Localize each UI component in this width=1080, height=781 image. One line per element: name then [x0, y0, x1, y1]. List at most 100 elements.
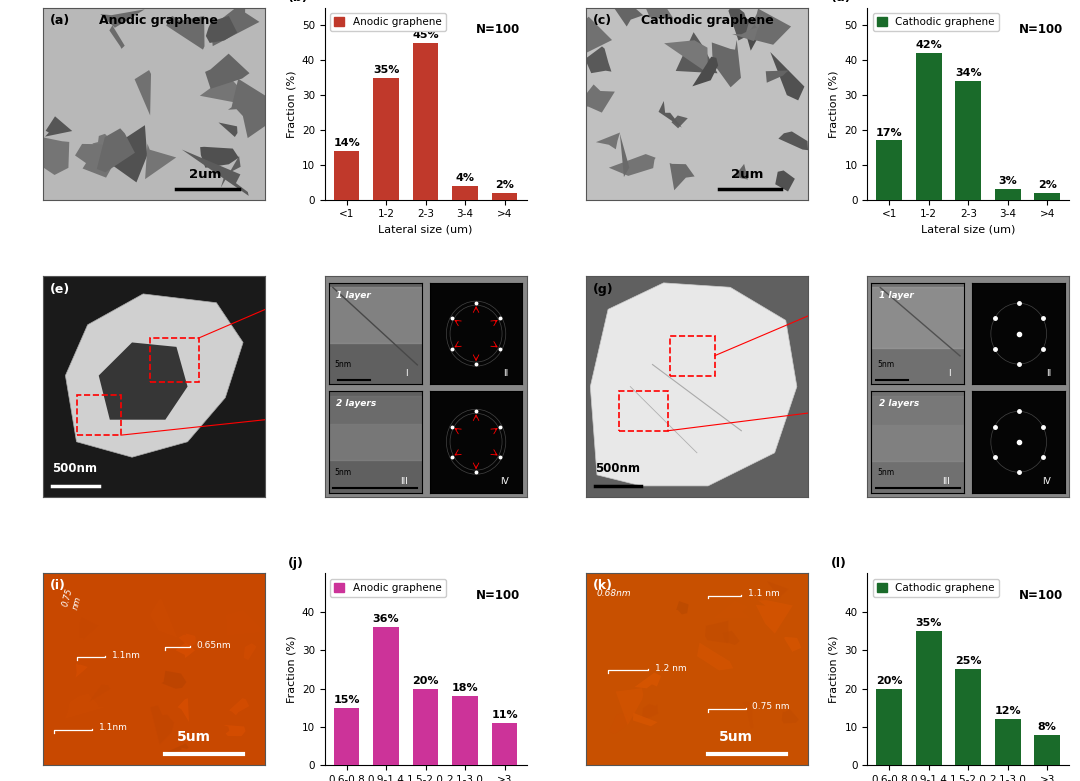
- Text: 17%: 17%: [876, 127, 903, 137]
- Legend: Cathodic graphene: Cathodic graphene: [873, 579, 999, 597]
- Bar: [334, 151, 360, 200]
- Text: 1.1nm: 1.1nm: [112, 651, 140, 659]
- Bar: [956, 669, 981, 765]
- Text: 0.68nm: 0.68nm: [597, 589, 632, 597]
- Text: 500nm: 500nm: [52, 462, 97, 475]
- Bar: [995, 719, 1021, 765]
- Polygon shape: [178, 633, 195, 647]
- Text: 8%: 8%: [1038, 722, 1056, 732]
- Bar: [877, 689, 902, 765]
- Bar: [916, 631, 942, 765]
- Bar: [995, 189, 1021, 200]
- Text: (c): (c): [593, 13, 611, 27]
- Polygon shape: [176, 643, 194, 658]
- Polygon shape: [705, 621, 729, 644]
- Y-axis label: Fraction (%): Fraction (%): [286, 70, 296, 137]
- Polygon shape: [779, 131, 808, 150]
- Text: (h): (h): [872, 283, 892, 296]
- Text: 20%: 20%: [413, 676, 438, 686]
- Bar: [413, 689, 438, 765]
- Text: 0.65nm: 0.65nm: [197, 641, 231, 650]
- X-axis label: Lateral size (um): Lateral size (um): [921, 225, 1015, 235]
- Text: 18%: 18%: [451, 683, 478, 694]
- Bar: [413, 43, 438, 200]
- Polygon shape: [166, 16, 204, 50]
- Bar: [453, 186, 477, 200]
- Polygon shape: [697, 643, 733, 670]
- Polygon shape: [76, 663, 87, 678]
- Polygon shape: [775, 170, 795, 191]
- Polygon shape: [161, 671, 187, 689]
- Text: 35%: 35%: [916, 618, 942, 628]
- Text: 45%: 45%: [413, 30, 438, 40]
- Polygon shape: [664, 41, 707, 73]
- Polygon shape: [36, 137, 69, 175]
- Bar: [491, 723, 517, 765]
- Polygon shape: [745, 13, 764, 36]
- Polygon shape: [646, 0, 674, 19]
- Polygon shape: [65, 694, 106, 719]
- Text: (b): (b): [288, 0, 309, 4]
- Polygon shape: [229, 698, 249, 715]
- Polygon shape: [228, 79, 288, 138]
- Polygon shape: [613, 5, 644, 27]
- Polygon shape: [206, 16, 238, 43]
- Text: 4%: 4%: [456, 173, 474, 183]
- Polygon shape: [210, 0, 259, 46]
- Text: (d): (d): [831, 0, 852, 4]
- Bar: [334, 708, 360, 765]
- Polygon shape: [244, 644, 257, 660]
- X-axis label: Lateral size (um): Lateral size (um): [378, 225, 473, 235]
- Polygon shape: [585, 46, 611, 73]
- Polygon shape: [200, 76, 247, 104]
- Text: 2um: 2um: [189, 167, 221, 180]
- Polygon shape: [620, 134, 630, 177]
- Text: (i): (i): [50, 580, 66, 592]
- Text: 5um: 5um: [176, 730, 211, 744]
- Text: N=100: N=100: [476, 23, 521, 36]
- Legend: Anodic graphene: Anodic graphene: [329, 579, 446, 597]
- Text: 1.2 nm: 1.2 nm: [654, 664, 687, 673]
- Polygon shape: [75, 144, 122, 177]
- Polygon shape: [181, 149, 248, 196]
- Text: (g): (g): [593, 283, 613, 296]
- Polygon shape: [577, 84, 615, 112]
- Text: Anodic graphene: Anodic graphene: [98, 13, 217, 27]
- Bar: [1035, 735, 1061, 765]
- Polygon shape: [98, 342, 188, 419]
- Text: 2%: 2%: [1038, 180, 1056, 190]
- Polygon shape: [672, 116, 688, 128]
- Polygon shape: [596, 133, 620, 149]
- Polygon shape: [222, 725, 245, 736]
- Text: 35%: 35%: [373, 65, 400, 75]
- Text: N=100: N=100: [1018, 23, 1063, 36]
- Polygon shape: [90, 685, 110, 701]
- Polygon shape: [97, 125, 147, 183]
- Polygon shape: [609, 154, 656, 176]
- Polygon shape: [177, 698, 189, 722]
- Polygon shape: [45, 116, 72, 137]
- Polygon shape: [745, 9, 791, 45]
- Polygon shape: [609, 714, 629, 734]
- Polygon shape: [218, 123, 238, 137]
- Polygon shape: [575, 16, 612, 61]
- Polygon shape: [79, 617, 98, 640]
- Polygon shape: [784, 637, 801, 652]
- Legend: Anodic graphene: Anodic graphene: [329, 13, 446, 31]
- Text: 1.1nm: 1.1nm: [98, 723, 127, 733]
- Polygon shape: [642, 704, 658, 719]
- Polygon shape: [616, 688, 644, 726]
- Polygon shape: [735, 164, 748, 180]
- Bar: [916, 53, 942, 200]
- Bar: [1035, 193, 1061, 200]
- Text: (e): (e): [50, 283, 70, 296]
- Y-axis label: Fraction (%): Fraction (%): [829, 636, 839, 703]
- Polygon shape: [200, 147, 239, 168]
- Text: 2%: 2%: [495, 180, 514, 190]
- Text: 11%: 11%: [491, 710, 517, 720]
- Polygon shape: [109, 26, 124, 49]
- Polygon shape: [633, 713, 658, 726]
- Polygon shape: [145, 144, 176, 179]
- Bar: [491, 193, 517, 200]
- Text: Cathodic graphene: Cathodic graphene: [642, 13, 774, 27]
